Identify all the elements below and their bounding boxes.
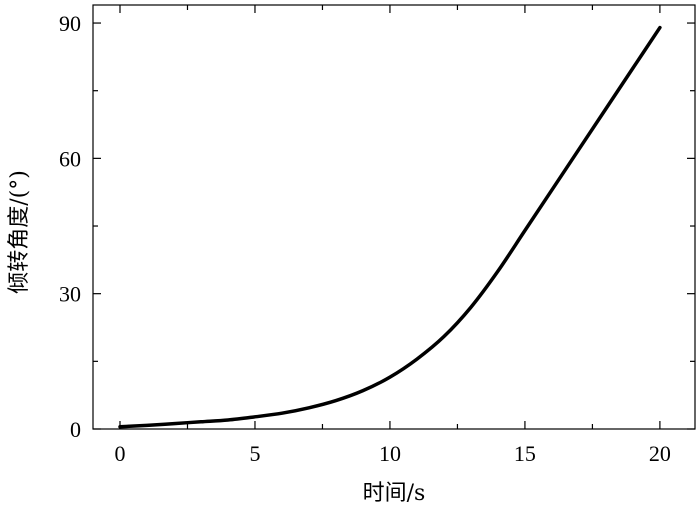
- y-tick-label: 30: [59, 282, 81, 307]
- series-line: [118, 25, 662, 429]
- x-axis-ticks: 0 5 10 15 20: [114, 5, 671, 466]
- y-tick-label: 90: [59, 11, 81, 36]
- y-tick-label: 60: [59, 146, 81, 171]
- x-tick-label: 10: [379, 441, 401, 466]
- x-tick-label: 15: [514, 441, 536, 466]
- x-tick-label: 5: [249, 441, 260, 466]
- x-tick-label: 20: [649, 441, 671, 466]
- x-tick-label: 0: [114, 441, 125, 466]
- y-axis-ticks: 0 30 60 90: [59, 11, 695, 442]
- x-axis-title: 时间/s: [363, 481, 426, 506]
- y-tick-label: 0: [70, 417, 81, 442]
- plot-frame: [92, 4, 696, 430]
- y-axis-title: 倾转角度/(°): [7, 170, 32, 294]
